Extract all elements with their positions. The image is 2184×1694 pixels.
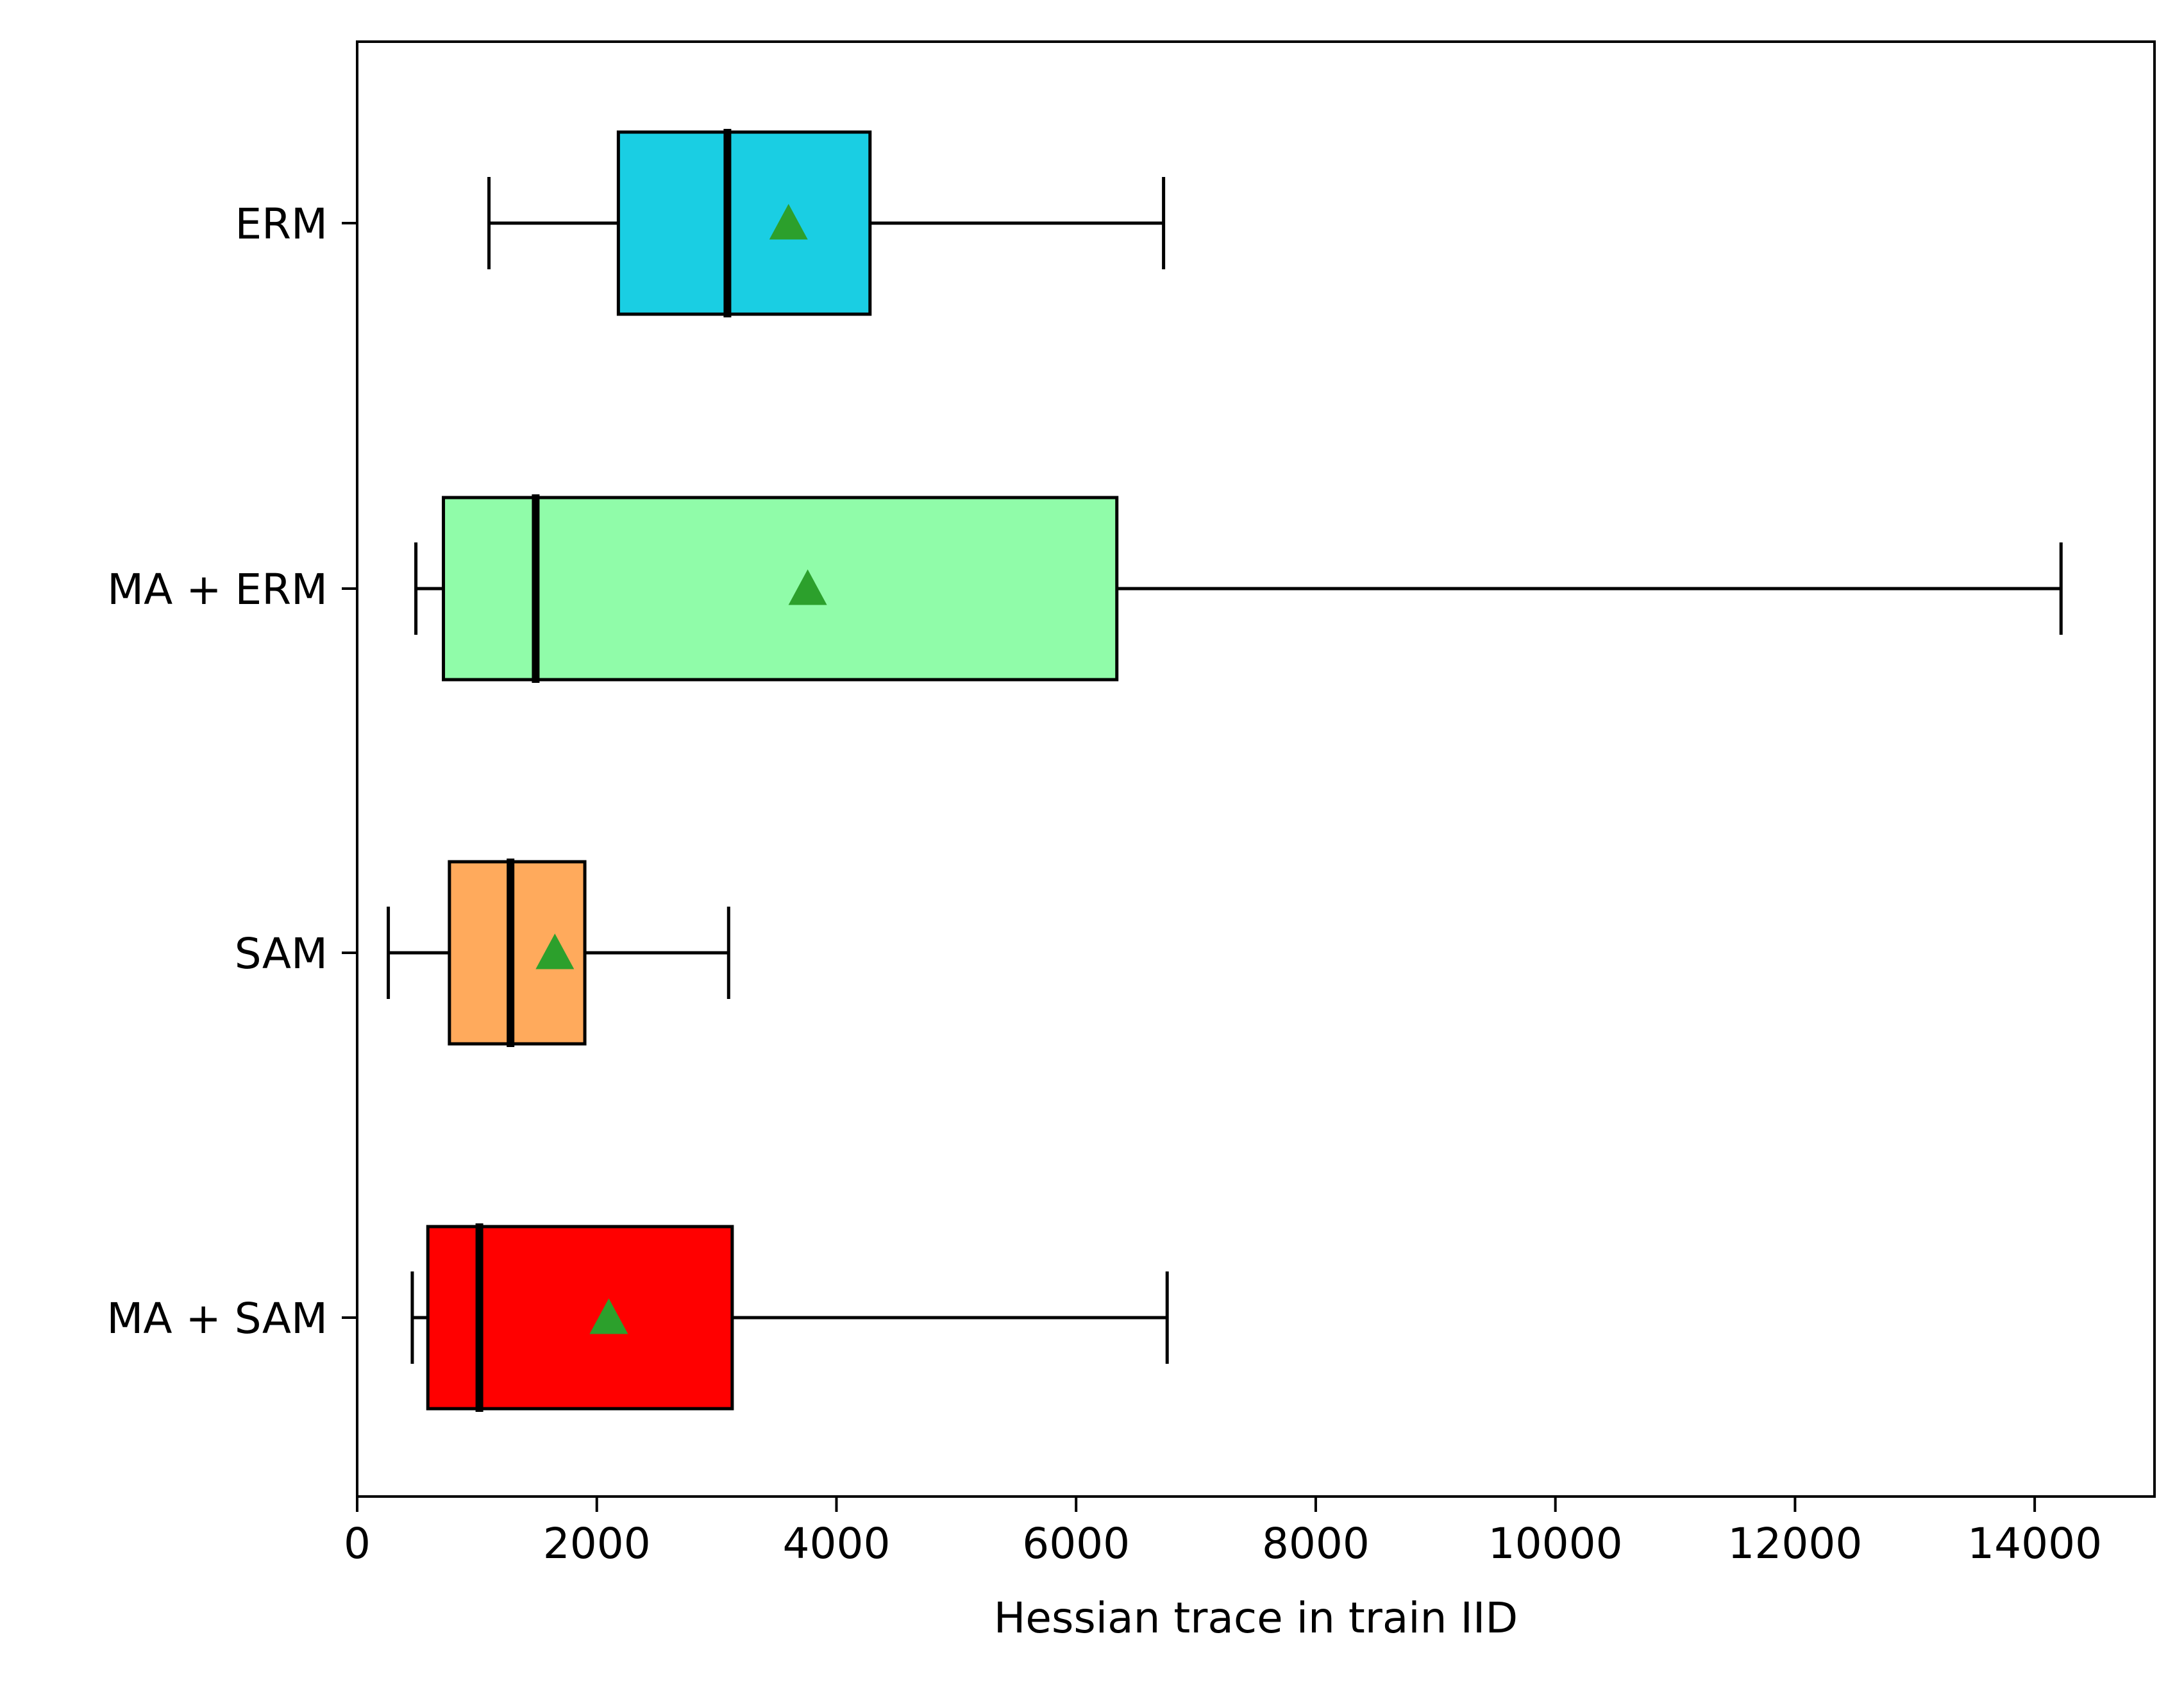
mean-marker (535, 934, 575, 969)
x-tick-label: 6000 (1022, 1519, 1130, 1568)
box-2 (387, 859, 730, 1047)
box-iqr (442, 496, 1119, 682)
box-group (387, 129, 2063, 1412)
x-tick-label: 12000 (1727, 1519, 1862, 1568)
y-tick-label: MA + ERM (107, 565, 328, 614)
mean-marker (769, 204, 808, 240)
x-tick-label: 4000 (782, 1519, 890, 1568)
x-tick-label: 14000 (1967, 1519, 2102, 1568)
x-tick-label: 2000 (543, 1519, 651, 1568)
box-iqr (426, 1225, 734, 1411)
y-axis: ERM MA + ERM SAM MA + SAM (106, 199, 357, 1343)
box-1 (414, 494, 2063, 683)
plot-frame (356, 40, 2156, 1498)
y-tick-label: ERM (235, 199, 328, 249)
box-iqr (616, 130, 872, 316)
y-tick-label: SAM (235, 929, 328, 978)
x-axis: 0 2000 4000 6000 8000 10000 12000 14000 (344, 1497, 2102, 1568)
mean-marker (788, 569, 827, 605)
box-3 (410, 1223, 1169, 1412)
x-tick-label: 10000 (1488, 1519, 1623, 1568)
x-axis-label: Hessian trace in train IID (994, 1593, 1518, 1643)
box-0 (487, 129, 1166, 317)
x-tick-label: 0 (344, 1519, 371, 1568)
mean-marker (589, 1298, 628, 1334)
x-tick-label: 8000 (1262, 1519, 1370, 1568)
y-tick-label: MA + SAM (106, 1294, 328, 1343)
